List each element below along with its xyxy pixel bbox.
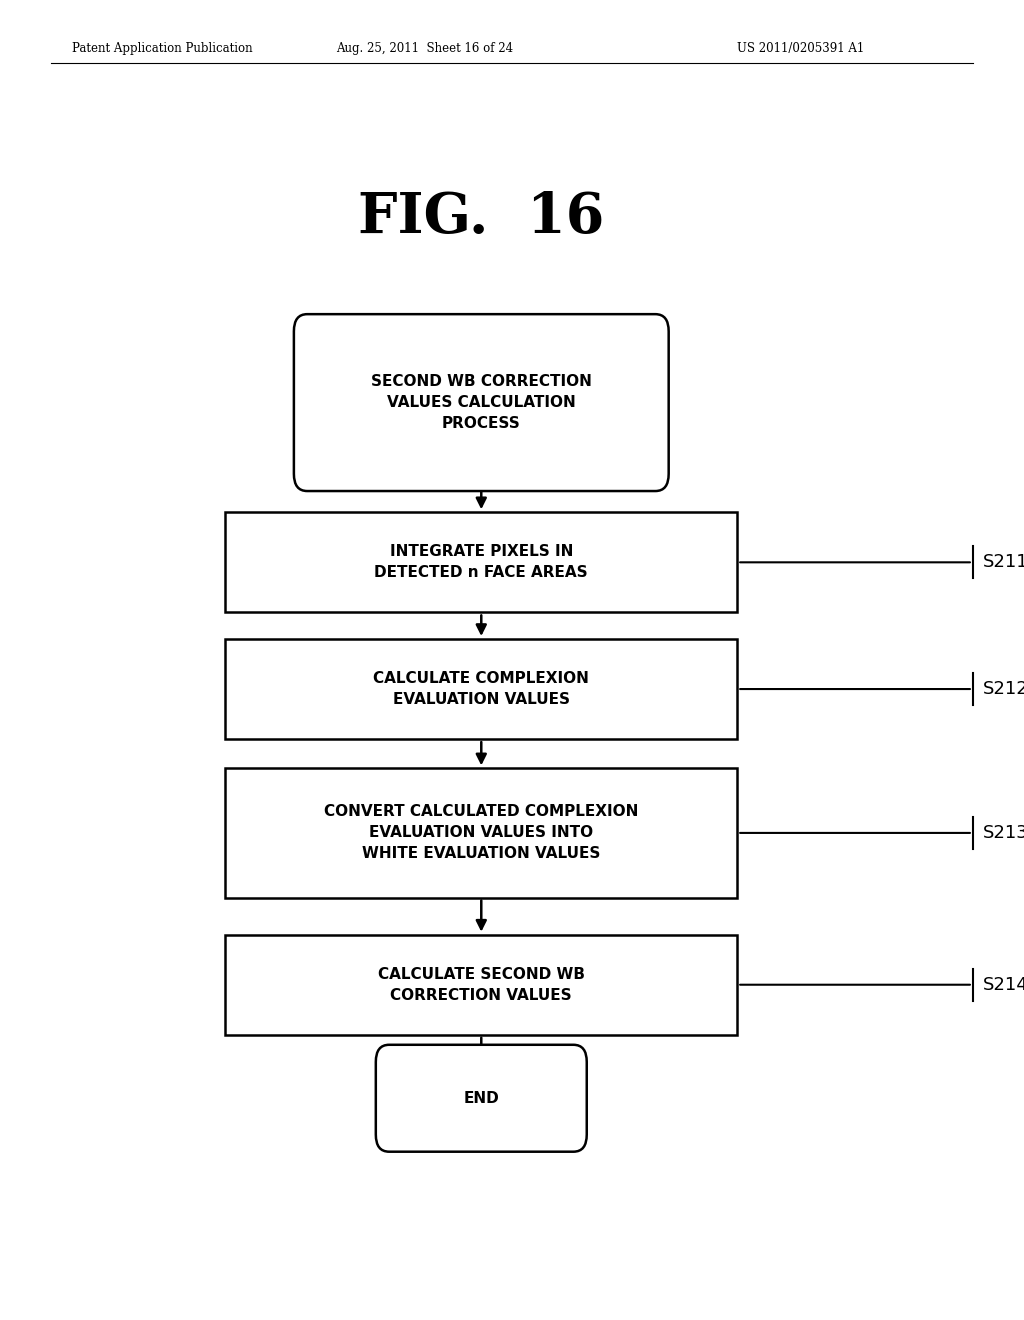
Text: CONVERT CALCULATED COMPLEXION
EVALUATION VALUES INTO
WHITE EVALUATION VALUES: CONVERT CALCULATED COMPLEXION EVALUATION… (324, 804, 639, 862)
Text: S211: S211 (983, 553, 1024, 572)
Text: Patent Application Publication: Patent Application Publication (72, 42, 252, 55)
Text: US 2011/0205391 A1: US 2011/0205391 A1 (737, 42, 864, 55)
Bar (225, 639, 737, 739)
FancyBboxPatch shape (376, 1045, 587, 1151)
Text: FIG.  16: FIG. 16 (358, 190, 604, 246)
Bar (225, 935, 737, 1035)
Text: S213: S213 (983, 824, 1024, 842)
Text: S214: S214 (983, 975, 1024, 994)
Text: CALCULATE SECOND WB
CORRECTION VALUES: CALCULATE SECOND WB CORRECTION VALUES (378, 966, 585, 1003)
FancyBboxPatch shape (294, 314, 669, 491)
Bar (225, 512, 737, 612)
Bar (225, 768, 737, 898)
Text: Aug. 25, 2011  Sheet 16 of 24: Aug. 25, 2011 Sheet 16 of 24 (337, 42, 513, 55)
Text: INTEGRATE PIXELS IN
DETECTED n FACE AREAS: INTEGRATE PIXELS IN DETECTED n FACE AREA… (375, 544, 588, 581)
Text: SECOND WB CORRECTION
VALUES CALCULATION
PROCESS: SECOND WB CORRECTION VALUES CALCULATION … (371, 374, 592, 432)
Text: S212: S212 (983, 680, 1024, 698)
Text: CALCULATE COMPLEXION
EVALUATION VALUES: CALCULATE COMPLEXION EVALUATION VALUES (374, 671, 589, 708)
Text: END: END (464, 1090, 499, 1106)
